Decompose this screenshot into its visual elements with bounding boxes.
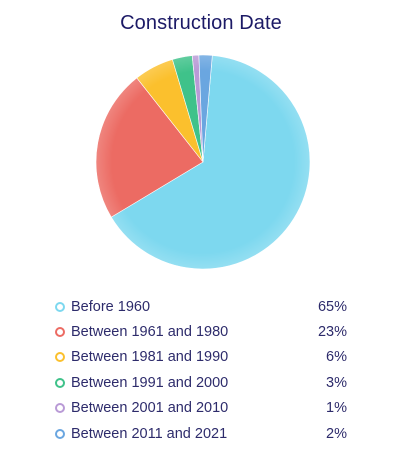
legend-label: Before 1960 <box>71 298 151 315</box>
chart-legend: Before 1960 65% Between 1961 and 1980 23% Be… <box>55 294 347 446</box>
pie-slices <box>95 54 311 270</box>
legend-marker <box>55 377 65 388</box>
chart-title: Construction Date <box>120 12 282 34</box>
legend-value: 1% <box>326 400 347 417</box>
legend-item-between-1991-and-2000[interactable]: Between 1991 and 2000 3% <box>55 370 347 395</box>
legend-value: 6% <box>326 349 347 366</box>
legend-marker <box>55 301 65 312</box>
legend-label: Between 2011 and 2021 <box>71 425 228 442</box>
legend-marker <box>55 403 65 414</box>
legend-label: Between 1981 and 1990 <box>71 349 229 366</box>
legend-label: Between 2001 and 2010 <box>71 400 229 417</box>
legend-label: Between 1961 and 1980 <box>71 324 229 341</box>
legend-item-between-1981-and-1990[interactable]: Between 1981 and 1990 6% <box>55 345 347 370</box>
legend-value: 2% <box>326 425 347 442</box>
legend-item-between-2011-and-2021[interactable]: Between 2011 and 2021 2% <box>55 421 347 446</box>
legend-item-between-2001-and-2010[interactable]: Between 2001 and 2010 1% <box>55 396 347 421</box>
legend-item-before-1960[interactable]: Before 1960 65% <box>55 294 347 319</box>
legend-value: 23% <box>317 324 347 341</box>
legend-item-between-1961-and-1980[interactable]: Between 1961 and 1980 23% <box>55 319 347 344</box>
legend-marker <box>55 428 65 439</box>
legend-label: Between 1991 and 2000 <box>71 374 229 391</box>
legend-marker <box>55 352 65 363</box>
legend-value: 3% <box>326 374 347 391</box>
pie-chart <box>95 54 311 270</box>
legend-marker <box>55 327 65 338</box>
legend-value: 65% <box>317 298 347 315</box>
